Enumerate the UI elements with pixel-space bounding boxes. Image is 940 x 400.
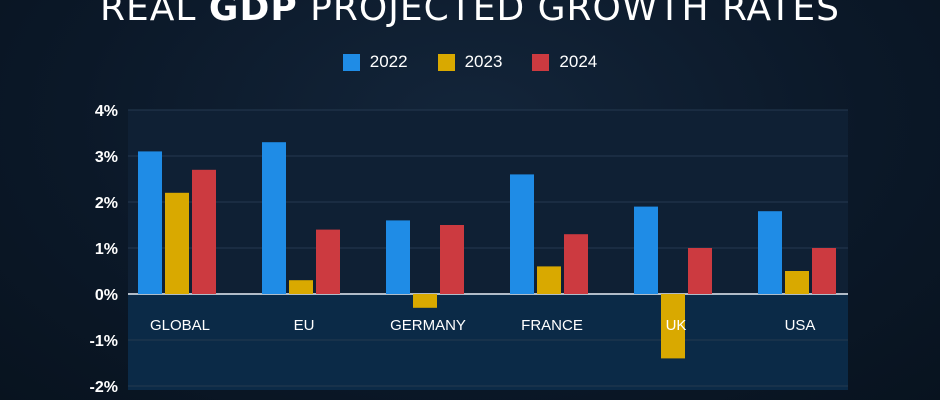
y-tick-label: 2% bbox=[95, 195, 118, 212]
y-tick-label: 4% bbox=[95, 103, 118, 120]
y-tick-label: 3% bbox=[95, 149, 118, 166]
bar-france-2022 bbox=[510, 174, 534, 294]
bar-eu-2022 bbox=[262, 142, 286, 294]
category-label-usa: USA bbox=[785, 317, 816, 334]
bar-eu-2023 bbox=[289, 280, 313, 294]
legend-label-2023: 2023 bbox=[464, 52, 503, 71]
legend-item-2024: 2024 bbox=[532, 52, 597, 72]
legend-label-2022: 2022 bbox=[369, 52, 408, 71]
bar-france-2023 bbox=[537, 266, 561, 294]
category-label-eu: EU bbox=[294, 317, 315, 334]
legend: 2022 2023 2024 bbox=[0, 52, 940, 72]
y-tick-label: -2% bbox=[90, 379, 118, 396]
legend-item-2022: 2022 bbox=[342, 52, 408, 72]
legend-swatch-2022 bbox=[342, 53, 360, 71]
bar-global-2024 bbox=[192, 169, 216, 294]
bar-germany-2024 bbox=[440, 225, 464, 294]
bar-uk-2022 bbox=[634, 206, 658, 294]
y-tick-label: 1% bbox=[95, 241, 118, 258]
category-label-uk: UK bbox=[666, 317, 687, 334]
bar-usa-2023 bbox=[785, 271, 809, 294]
title-prefix: REAL bbox=[100, 0, 209, 29]
bar-usa-2024 bbox=[812, 248, 836, 294]
bar-usa-2022 bbox=[758, 211, 782, 294]
bar-global-2022 bbox=[138, 151, 162, 294]
plot-area-negative bbox=[128, 294, 848, 390]
chart-title: REAL GDP PROJECTED GROWTH RATES bbox=[0, 0, 940, 29]
legend-swatch-2023 bbox=[437, 53, 455, 71]
category-label-france: FRANCE bbox=[521, 317, 583, 334]
legend-item-2023: 2023 bbox=[437, 52, 503, 72]
y-tick-label: -1% bbox=[90, 333, 118, 350]
category-label-germany: GERMANY bbox=[390, 317, 466, 334]
bar-germany-2022 bbox=[386, 220, 410, 294]
legend-label-2024: 2024 bbox=[559, 52, 598, 71]
title-highlight: GDP bbox=[208, 0, 298, 29]
title-suffix: PROJECTED GROWTH RATES bbox=[297, 0, 840, 29]
y-tick-label: 0% bbox=[95, 287, 118, 304]
legend-swatch-2024 bbox=[532, 53, 550, 71]
bar-germany-2023 bbox=[413, 294, 437, 308]
bar-france-2024 bbox=[564, 234, 588, 294]
bar-uk-2023 bbox=[661, 294, 685, 359]
category-label-global: GLOBAL bbox=[150, 317, 210, 334]
bar-eu-2024 bbox=[316, 229, 340, 294]
bar-uk-2024 bbox=[688, 248, 712, 294]
bar-global-2023 bbox=[165, 192, 189, 294]
